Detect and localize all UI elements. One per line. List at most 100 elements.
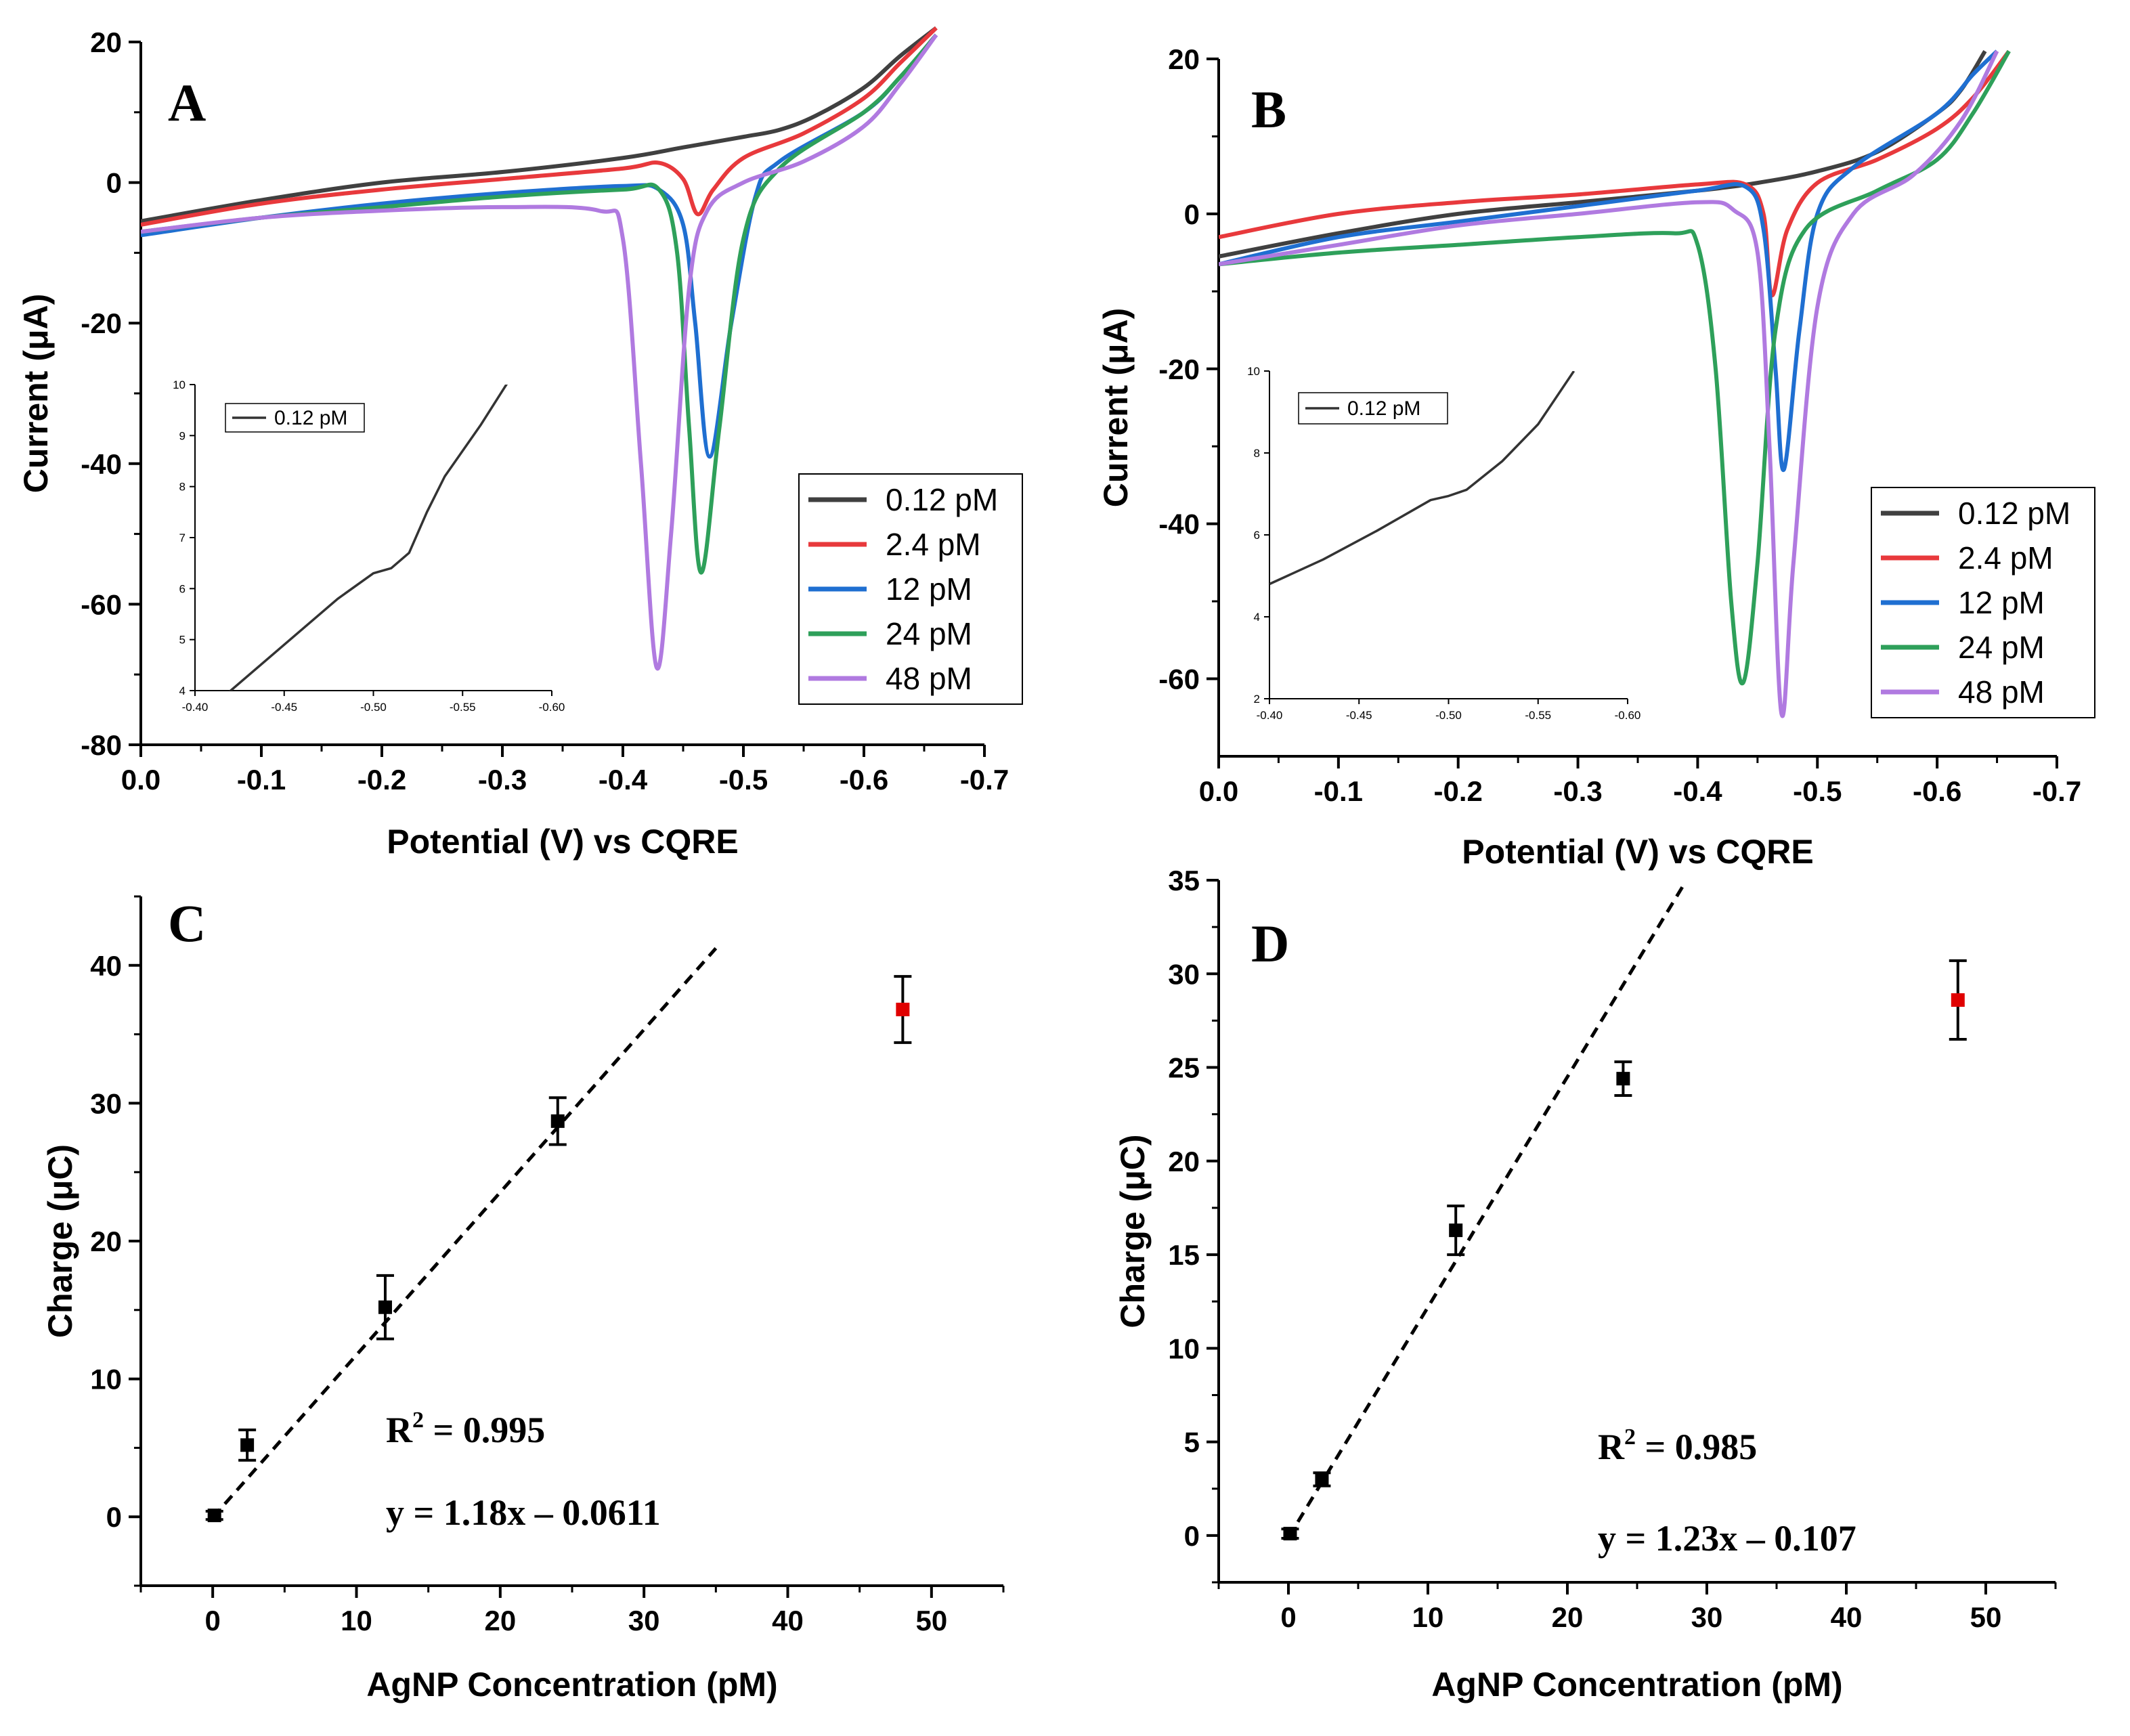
r-squared-sup: 2 <box>412 1408 424 1433</box>
data-point <box>1283 1527 1297 1541</box>
y-axis-title: Charge (μC) <box>1114 1134 1152 1328</box>
inset-x-tick-label: -0.60 <box>1615 709 1641 722</box>
y-tick-label: 15 <box>1168 1239 1200 1271</box>
x-tick-label: 50 <box>1970 1601 2002 1633</box>
y-tick-label: 0 <box>106 167 122 199</box>
panel-c-axes: 0 10 20 30 40 50 0 10 20 30 40 AgNP Concentration (… <box>41 894 1005 1704</box>
x-tick-label: 20 <box>1552 1601 1584 1633</box>
x-tick-label: 40 <box>1831 1601 1863 1633</box>
inset: -0.40 -0.45 -0.50 -0.55 -0.60 4 5 6 7 8 9 10 0.12 pM <box>173 378 565 714</box>
legend-label: 48 pM <box>1958 674 2045 710</box>
x-tick-label: 10 <box>1412 1601 1444 1633</box>
y-tick-label: -20 <box>1158 353 1200 385</box>
x-axis-title: AgNP Concentration (pM) <box>1431 1666 1842 1704</box>
series-line-24-pM <box>141 33 938 575</box>
x-tick-label: -0.4 <box>599 764 648 796</box>
legend-label: 48 pM <box>886 661 972 696</box>
r-squared-value: = 0.985 <box>1636 1427 1757 1467</box>
series-line-2-4-pM <box>141 26 938 227</box>
x-tick-label: 0.0 <box>1199 775 1238 807</box>
y-tick-label: -80 <box>81 729 122 761</box>
inset-y-tick-label: 5 <box>179 634 186 647</box>
x-tick-label: -0.4 <box>1673 775 1722 807</box>
x-tick-label: 0.0 <box>121 764 160 796</box>
inset-y-tick-label: 10 <box>1247 365 1260 378</box>
y-tick-label: 0 <box>1184 198 1200 230</box>
inset-x-tick-label: -0.45 <box>271 701 297 714</box>
x-tick-label: -0.3 <box>1553 775 1602 807</box>
inset-x-tick-label: -0.45 <box>1346 709 1372 722</box>
inset-y-tick-label: 4 <box>1254 611 1260 624</box>
x-tick-label: 0 <box>204 1605 220 1636</box>
inset-x-tick-label: -0.50 <box>360 701 387 714</box>
legend-label: 24 pM <box>886 616 972 651</box>
y-tick-label: 40 <box>90 950 122 982</box>
y-tick-label: 20 <box>1168 43 1200 75</box>
panel-letter: A <box>168 73 206 132</box>
x-tick-label: -0.5 <box>1793 775 1842 807</box>
inset-y-tick-label: 9 <box>179 429 186 442</box>
series-line-48-pM <box>141 33 938 671</box>
x-axis-title: Potential (V) vs CQRE <box>387 823 739 861</box>
data-point <box>1951 993 1965 1007</box>
x-tick-label: 10 <box>341 1605 372 1636</box>
data-point <box>896 1002 910 1016</box>
y-tick-label: 20 <box>90 1225 122 1257</box>
x-tick-label: -0.7 <box>960 764 1009 796</box>
legend: 0.12 pM 2.4 pM 12 pM 24 pM 48 pM <box>1871 487 2095 718</box>
y-tick-label: -20 <box>81 307 122 339</box>
y-tick-label: 10 <box>1168 1332 1200 1364</box>
legend-label: 2.4 pM <box>886 527 981 562</box>
legend-label: 0.12 pM <box>886 482 998 517</box>
y-axis-title: Current (μA) <box>17 294 55 493</box>
data-point <box>207 1509 221 1523</box>
x-axis-title: Potential (V) vs CQRE <box>1462 833 1814 871</box>
y-tick-label: 20 <box>1168 1146 1200 1177</box>
inset-x-tick-label: -0.55 <box>1525 709 1551 722</box>
y-tick-label: -40 <box>1158 508 1200 540</box>
y-tick-label: -60 <box>81 588 122 620</box>
x-tick-label: 30 <box>1691 1601 1723 1633</box>
y-tick-label: 25 <box>1168 1052 1200 1084</box>
x-tick-label: -0.7 <box>2033 775 2081 807</box>
inset-y-tick-label: 2 <box>1254 693 1260 706</box>
fit-equation: y = 1.23x – 0.107 <box>1598 1518 1856 1559</box>
y-tick-label: 5 <box>1184 1427 1200 1458</box>
data-point <box>378 1300 392 1314</box>
inset-y-tick-label: 6 <box>1254 529 1260 542</box>
panel-letter: C <box>168 894 206 953</box>
panel-d-axes: 0 10 20 30 40 50 0 5 10 15 20 25 30 35 AgNP Concentrat… <box>1114 865 2057 1704</box>
inset-y-tick-label: 6 <box>179 582 186 595</box>
fit-equation: y = 1.18x – 0.0611 <box>386 1492 661 1533</box>
legend-label: 0.12 pM <box>1958 496 2070 531</box>
inset-y-tick-label: 8 <box>1254 447 1260 460</box>
inset-x-tick-label: -0.40 <box>1257 709 1283 722</box>
x-tick-label: -0.2 <box>1434 775 1483 807</box>
x-tick-label: -0.6 <box>840 764 888 796</box>
data-point <box>240 1438 255 1452</box>
y-tick-label: 0 <box>1184 1520 1200 1552</box>
panel-letter: B <box>1251 80 1286 139</box>
inset-x-tick-label: -0.50 <box>1435 709 1462 722</box>
legend-label: 12 pM <box>886 571 972 607</box>
y-tick-label: 0 <box>106 1501 122 1533</box>
r-squared-r: R <box>386 1410 413 1450</box>
y-tick-label: 30 <box>1168 958 1200 990</box>
x-tick-label: 40 <box>772 1605 804 1636</box>
panel-b-axes: 0.0 -0.1 -0.2 -0.3 -0.4 -0.5 -0.6 -0.7 20 0 -20 -40… <box>1097 43 2095 871</box>
data-point <box>1449 1223 1463 1238</box>
inset-x-tick-label: -0.40 <box>182 701 209 714</box>
series-line-12-pM <box>141 33 938 459</box>
inset-series-line <box>229 385 508 691</box>
inset: -0.40 -0.45 -0.50 -0.55 -0.60 2 4 6 8 10 0.12 pM <box>1247 365 1640 722</box>
legend-label: 12 pM <box>1958 585 2045 620</box>
y-tick-label: 30 <box>90 1087 122 1119</box>
r-squared-label: R2 = 0.995 <box>386 1408 545 1450</box>
x-tick-label: 30 <box>628 1605 660 1636</box>
y-tick-label: -40 <box>81 448 122 480</box>
legend-label: 24 pM <box>1958 630 2045 665</box>
y-axis-title: Current (μA) <box>1097 308 1135 507</box>
inset-x-tick-label: -0.60 <box>539 701 565 714</box>
y-axis-title: Charge (μC) <box>41 1144 79 1338</box>
x-tick-label: -0.5 <box>719 764 768 796</box>
